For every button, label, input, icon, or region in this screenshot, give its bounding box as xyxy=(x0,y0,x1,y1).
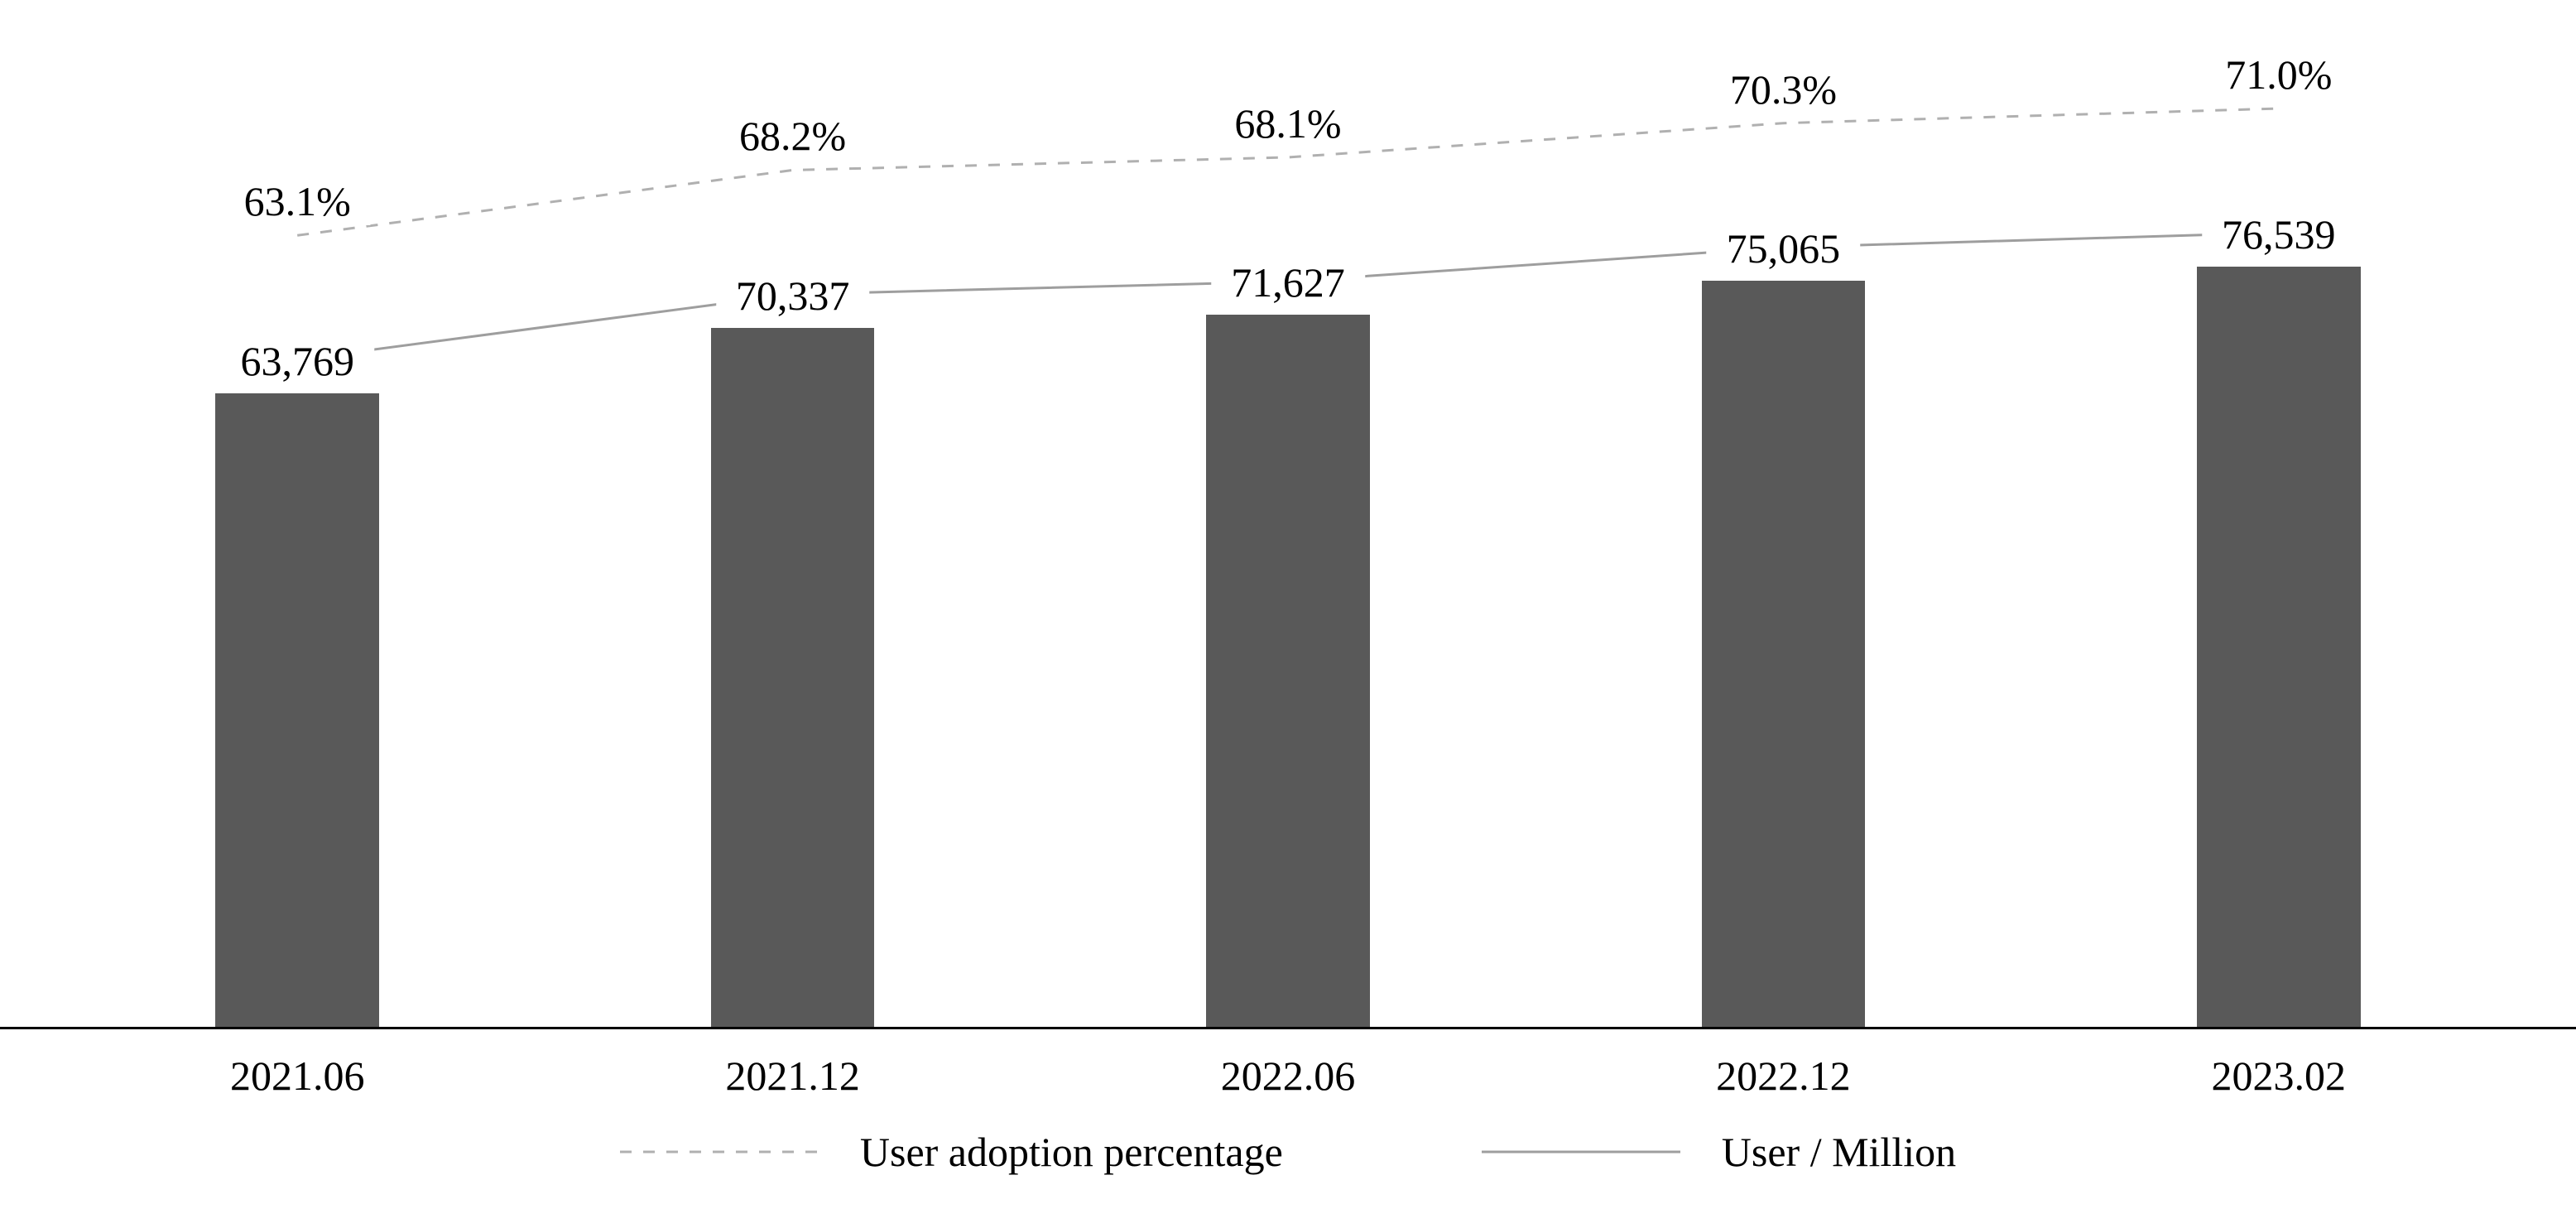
adoption-value-label: 71.0% xyxy=(2205,51,2352,99)
bar xyxy=(1206,315,1369,1027)
legend: User adoption percentage User / Million xyxy=(0,1128,2576,1176)
adoption-value-label: 63.1% xyxy=(224,177,371,225)
bar xyxy=(215,393,378,1027)
bar xyxy=(2197,267,2360,1027)
legend-item: User adoption percentage xyxy=(620,1128,1283,1176)
adoption-value-label: 70.3% xyxy=(1710,65,1857,113)
legend-label: User / Million xyxy=(1722,1128,1956,1176)
category-label: 2023.02 xyxy=(2212,1052,2347,1100)
category-label: 2022.12 xyxy=(1716,1052,1851,1100)
bar-value-label: 63,769 xyxy=(220,337,374,385)
bar-value-label: 71,627 xyxy=(1211,258,1365,306)
legend-swatch-line xyxy=(1482,1144,1680,1160)
bar-value-label: 70,337 xyxy=(716,272,870,320)
category-label: 2022.06 xyxy=(1221,1052,1356,1100)
x-axis-line xyxy=(0,1027,2576,1029)
bar xyxy=(1702,281,1865,1027)
adoption-value-label: 68.2% xyxy=(719,112,866,160)
combo-bar-line-chart: 2021.06 2021.12 2022.06 2022.12 2023.02 63,76… xyxy=(0,0,2576,1209)
legend-swatch-line xyxy=(620,1144,819,1160)
category-label: 2021.12 xyxy=(725,1052,860,1100)
bar-value-label: 75,065 xyxy=(1707,224,1861,272)
legend-item: User / Million xyxy=(1482,1128,1956,1176)
category-label: 2021.06 xyxy=(230,1052,365,1100)
adoption-value-label: 68.1% xyxy=(1214,99,1361,147)
bar xyxy=(711,328,874,1027)
legend-label: User adoption percentage xyxy=(860,1128,1283,1176)
bar-value-label: 76,539 xyxy=(2202,210,2356,258)
